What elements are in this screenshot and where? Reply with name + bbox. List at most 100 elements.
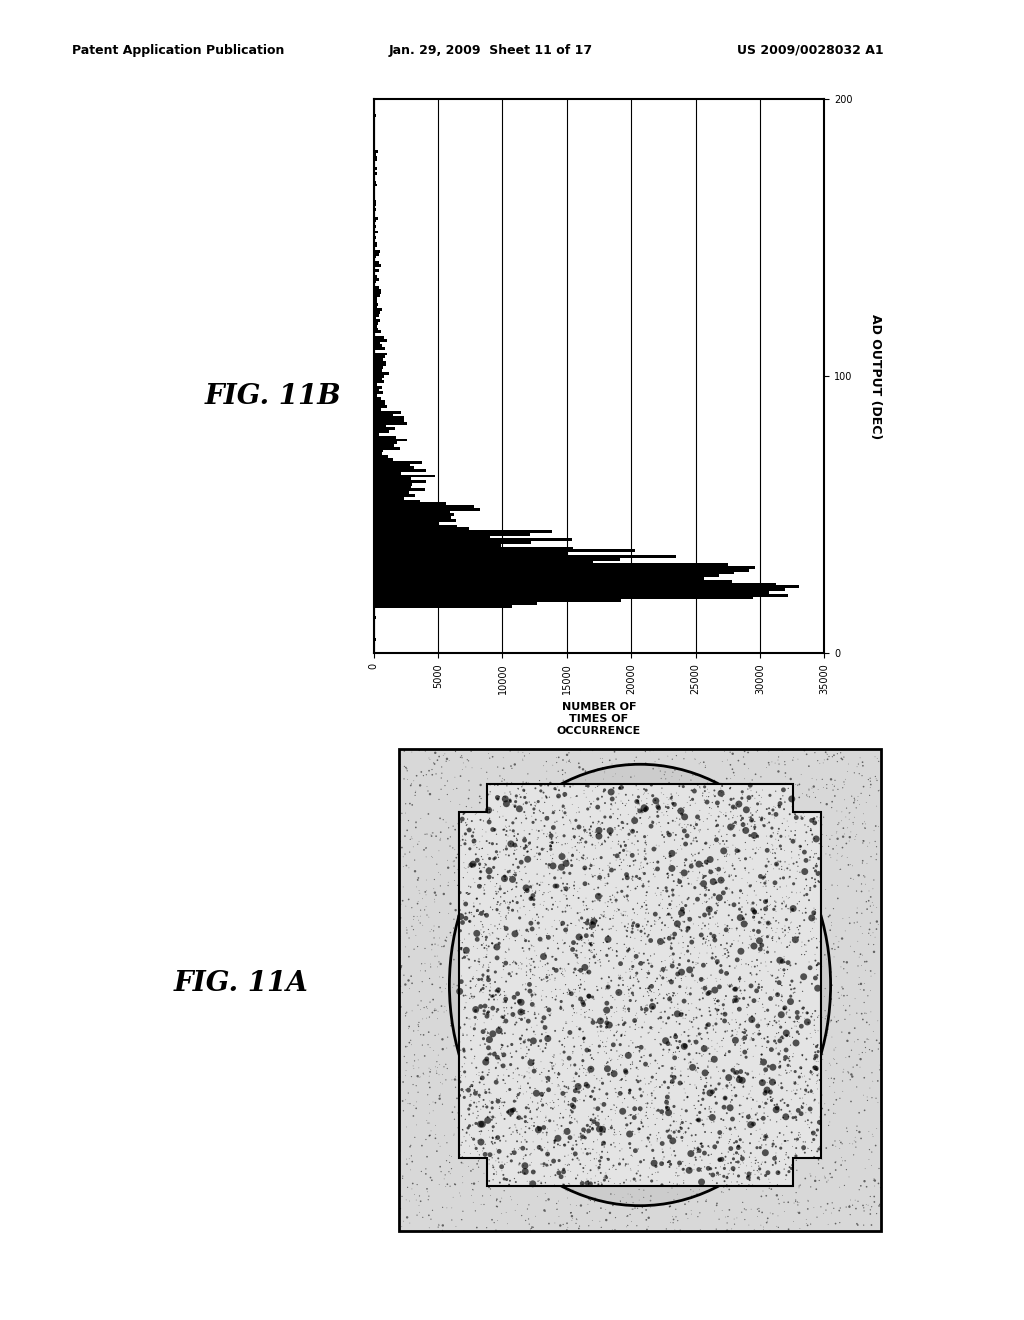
Point [639,1097,655,1118]
Point [731,1020,748,1041]
Point [562,1160,579,1181]
Point [649,756,666,777]
Point [758,870,774,891]
Point [466,894,482,915]
Point [792,840,808,861]
Point [720,837,736,858]
Point [685,1086,701,1107]
Point [719,837,735,858]
Point [514,915,530,936]
Point [492,1018,508,1039]
Point [478,917,495,939]
Point [575,1111,592,1133]
Point [456,857,472,878]
Point [547,1130,563,1151]
Point [473,1193,489,1214]
Point [668,841,684,862]
Point [566,895,583,916]
Point [781,854,798,875]
Point [657,919,674,940]
Point [808,908,824,929]
Point [613,841,630,862]
Point [670,1044,686,1065]
Point [709,1036,725,1057]
Point [653,1117,670,1138]
Point [575,1170,592,1191]
Point [649,1129,666,1150]
Point [726,1164,742,1185]
Point [618,886,635,907]
Point [752,1059,768,1080]
Point [787,829,804,850]
Point [521,833,538,854]
Point [630,1104,646,1125]
Point [534,1089,550,1110]
Point [676,1078,692,1100]
Point [472,775,488,796]
Point [643,816,659,837]
Point [558,923,574,944]
Point [654,1089,671,1110]
Bar [374,249,380,253]
Point [548,828,564,849]
Point [455,825,471,846]
Point [683,803,699,824]
Point [550,915,566,936]
Point [650,909,667,931]
Point [784,907,801,928]
Point [751,942,767,964]
Point [769,1185,785,1206]
Point [718,779,734,800]
Point [694,1135,711,1156]
Point [502,1117,518,1138]
Point [469,906,485,927]
Point [721,1168,737,1189]
Point [809,1071,825,1092]
Point [715,1181,731,1203]
Point [611,1085,628,1106]
Point [564,1101,581,1122]
Point [827,1159,844,1180]
Point [458,796,474,817]
Point [717,812,733,833]
Point [478,1098,495,1119]
Point [647,855,664,876]
Point [508,1101,524,1122]
Point [600,929,616,950]
Point [587,912,603,933]
Point [750,1160,766,1181]
Point [472,1035,488,1056]
Point [627,863,643,884]
Point [575,845,592,866]
Point [655,1146,672,1167]
Point [680,1063,696,1084]
Point [507,924,523,945]
Point [510,1084,526,1105]
Point [437,1053,454,1074]
Point [518,961,535,982]
Point [703,820,720,841]
Point [713,820,729,841]
Point [530,1003,547,1024]
Point [764,1072,780,1093]
Point [695,924,712,945]
Point [609,1049,626,1071]
Point [683,1200,699,1221]
Point [780,950,797,972]
Point [653,974,670,995]
Point [599,807,615,828]
Point [643,989,659,1010]
Point [749,1102,765,1123]
Point [658,972,675,993]
Point [599,987,615,1008]
Point [711,933,727,954]
Point [627,1140,643,1162]
Point [408,781,424,803]
Point [567,817,584,838]
Point [598,1020,614,1041]
Point [469,939,485,960]
Point [485,849,502,870]
Point [836,771,852,792]
Point [564,847,581,869]
Point [543,845,559,866]
